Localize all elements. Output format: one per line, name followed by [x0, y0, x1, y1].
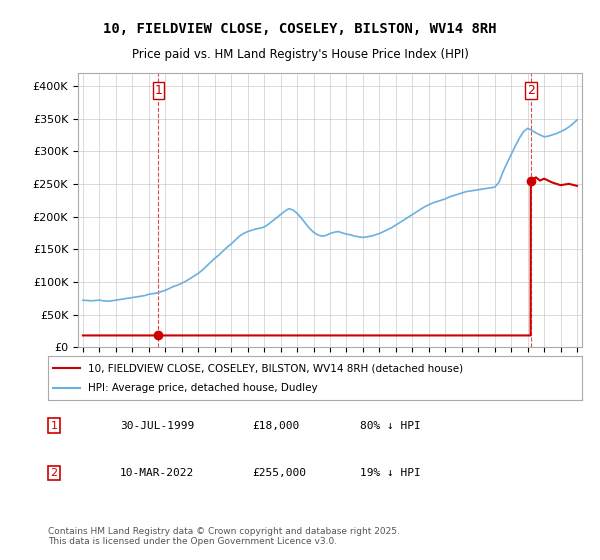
Text: 19% ↓ HPI: 19% ↓ HPI [360, 468, 421, 478]
Text: 80% ↓ HPI: 80% ↓ HPI [360, 421, 421, 431]
Text: 1: 1 [50, 421, 58, 431]
Text: Price paid vs. HM Land Registry's House Price Index (HPI): Price paid vs. HM Land Registry's House … [131, 48, 469, 60]
Text: 10, FIELDVIEW CLOSE, COSELEY, BILSTON, WV14 8RH (detached house): 10, FIELDVIEW CLOSE, COSELEY, BILSTON, W… [88, 363, 463, 373]
Text: 10-MAR-2022: 10-MAR-2022 [120, 468, 194, 478]
Text: Contains HM Land Registry data © Crown copyright and database right 2025.
This d: Contains HM Land Registry data © Crown c… [48, 526, 400, 546]
Text: HPI: Average price, detached house, Dudley: HPI: Average price, detached house, Dudl… [88, 383, 317, 393]
Text: £18,000: £18,000 [252, 421, 299, 431]
Text: £255,000: £255,000 [252, 468, 306, 478]
Text: 2: 2 [50, 468, 58, 478]
Text: 10, FIELDVIEW CLOSE, COSELEY, BILSTON, WV14 8RH: 10, FIELDVIEW CLOSE, COSELEY, BILSTON, W… [103, 22, 497, 36]
Text: 30-JUL-1999: 30-JUL-1999 [120, 421, 194, 431]
Text: 2: 2 [527, 84, 535, 97]
Text: 1: 1 [154, 84, 163, 97]
